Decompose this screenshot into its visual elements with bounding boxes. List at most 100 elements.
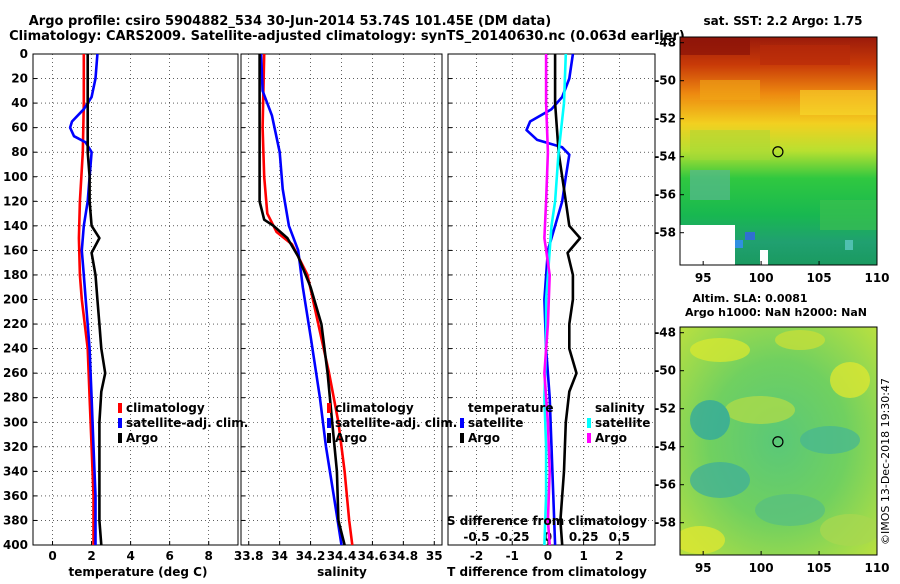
sst-texture (680, 37, 877, 265)
series-line-t-satellite (525, 53, 575, 546)
sst-frame (679, 36, 878, 266)
sla-title-line-1: Altim. SLA: 0.0081 (692, 292, 807, 305)
temperature-x-tick-label: 0 (48, 549, 56, 563)
lat-tick-label: -50 (654, 74, 676, 88)
difference-legend: temperature satellite Argo salinity sate… (460, 401, 650, 445)
depth-tick-label: 120 (3, 194, 28, 208)
depth-tick-label: 0 (20, 47, 28, 61)
difference-xlabel: T difference from climatology (447, 565, 647, 579)
legend-swatch-s-satellite (587, 418, 591, 428)
depth-tick-label: 320 (3, 440, 28, 454)
legend-label-satellite: satellite-adj. clim. (126, 416, 248, 430)
lon-tick-label: 100 (749, 271, 774, 285)
salinity-x-tick-label: 34 (271, 549, 288, 563)
depth-tick-label: 260 (3, 366, 28, 380)
depth-tick-label: 200 (3, 293, 28, 307)
depth-tick-label: 300 (3, 415, 28, 429)
depth-tick-label: 180 (3, 268, 28, 282)
series-line-climatology (261, 53, 354, 546)
sst-argo-marker (772, 146, 784, 158)
lat-tick-label: -50 (654, 364, 676, 378)
lon-tick-label: 110 (864, 271, 889, 285)
depth-tick-label: 160 (3, 243, 28, 257)
legend-swatch-argo (118, 433, 122, 443)
salinity-xlabel: salinity (317, 565, 367, 579)
lon-tick-label: 110 (864, 561, 889, 575)
lon-tick-label: 105 (807, 271, 832, 285)
difference-x-tick-label: -1 (506, 549, 519, 563)
depth-tick-label: 380 (3, 513, 28, 527)
salinity-x-tick-label: 34.4 (327, 549, 357, 563)
difference-x-tick-label: 2 (615, 549, 623, 563)
lat-tick-label: -54 (654, 150, 676, 164)
legend-title-salinity: salinity (595, 401, 645, 415)
sla-map: -48 -50 -52 -54 -56 -58 95 100 105 110 (654, 326, 889, 575)
series-line-t-argo (553, 54, 582, 546)
difference-x2-tick-label: -0.5 (463, 530, 489, 544)
legend-label-argo: Argo (335, 431, 367, 445)
sla-texture (680, 330, 877, 554)
title-line-2: Climatology: CARS2009. Satellite-adjuste… (9, 29, 685, 44)
salinity-panel: 33.8 34 34.2 34.4 34.6 34.8 35 (234, 53, 443, 563)
legend-swatch-climatology (327, 403, 331, 413)
salinity-x-tick-label: 35 (426, 549, 443, 563)
sla-lat-ticks: -48 -50 -52 -54 -56 -58 (654, 326, 684, 530)
sla-frame (679, 326, 878, 556)
legend-swatch-satellite (327, 418, 331, 428)
sla-argo-marker (772, 436, 784, 448)
difference-x2-tick-label: 0.25 (569, 530, 599, 544)
legend-swatch-t-argo (460, 433, 464, 443)
sst-map-title: sat. SST: 2.2 Argo: 1.75 (703, 14, 862, 28)
legend-swatch-climatology (118, 403, 122, 413)
depth-tick-label: 140 (3, 219, 28, 233)
depth-tick-label: 100 (3, 170, 28, 184)
sst-lat-ticks: -48 -50 -52 -54 -56 -58 (654, 36, 684, 240)
depth-tick-label: 40 (11, 96, 28, 110)
temperature-x-tick-label: 2 (87, 549, 95, 563)
temperature-frame (32, 53, 239, 546)
legend-swatch-satellite (118, 418, 122, 428)
depth-tick-label: 20 (11, 72, 28, 86)
series-line-argo (86, 54, 107, 546)
legend-label-s-satellite: satellite (595, 416, 650, 430)
legend-label-t-satellite: satellite (468, 416, 523, 430)
series-line-climatology (77, 54, 95, 545)
lat-tick-label: -58 (654, 226, 676, 240)
series-line-s-satellite (543, 53, 568, 546)
lat-tick-label: -48 (654, 326, 676, 340)
difference-x-tick-label: 1 (579, 549, 587, 563)
temperature-panel: 0 2 4 6 8 (32, 53, 239, 563)
lat-tick-label: -48 (654, 36, 676, 50)
lon-tick-label: 100 (749, 561, 774, 575)
legend-title-temperature: temperature (468, 401, 553, 415)
difference-x2-tick-label: 0.5 (609, 530, 630, 544)
lon-tick-label: 95 (695, 271, 712, 285)
title-line-1: Argo profile: csiro 5904882_534 30-Jun-2… (29, 14, 551, 29)
depth-tick-label: 240 (3, 342, 28, 356)
legend-swatch-argo (327, 433, 331, 443)
legend-label-climatology: climatology (335, 401, 414, 415)
legend-label-satellite: satellite-adj. clim. (335, 416, 457, 430)
difference-x-tick-label: -2 (470, 549, 483, 563)
temperature-legend: climatology satellite-adj. clim. Argo (118, 401, 248, 445)
salinity-x-tick-label: 33.8 (234, 549, 264, 563)
temperature-x-tick-label: 6 (165, 549, 173, 563)
temperature-x-tick-label: 4 (126, 549, 134, 563)
lat-tick-label: -56 (654, 478, 676, 492)
salinity-x-tick-label: 34.2 (296, 549, 326, 563)
lon-tick-label: 105 (807, 561, 832, 575)
series-line-satellite-adj-clim (259, 53, 343, 546)
depth-tick-label: 220 (3, 317, 28, 331)
lat-tick-label: -58 (654, 516, 676, 530)
difference-x2-tick-label: -0.25 (495, 530, 530, 544)
depth-tick-label: 360 (3, 489, 28, 503)
salinity-x-tick-label: 34.6 (358, 549, 388, 563)
depth-tick-label: 80 (11, 145, 28, 159)
temperature-xlabel: temperature (deg C) (69, 565, 208, 579)
sla-lon-ticks: 95 100 105 110 (695, 551, 890, 575)
legend-label-argo: Argo (126, 431, 158, 445)
lat-tick-label: -54 (654, 440, 676, 454)
difference-x-tick-label: 0 (544, 549, 552, 563)
depth-axis-labels: 0 20 40 60 80 100 120 140 160 180 200 220 240 260 280 3… (3, 47, 28, 552)
